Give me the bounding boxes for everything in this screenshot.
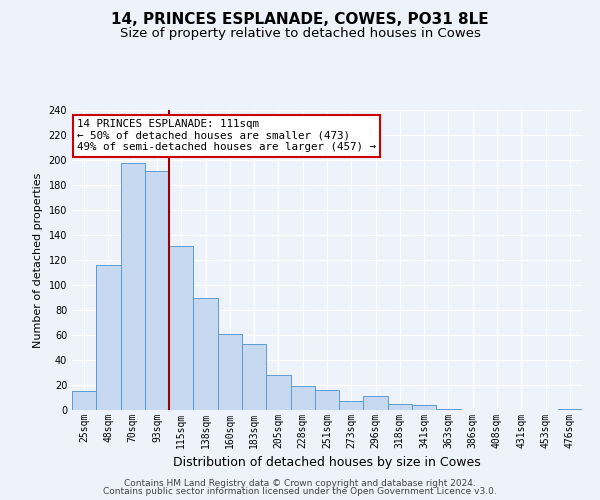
Bar bbox=[364, 396, 388, 410]
Bar bbox=[169, 246, 193, 410]
Bar bbox=[290, 386, 315, 410]
X-axis label: Distribution of detached houses by size in Cowes: Distribution of detached houses by size … bbox=[173, 456, 481, 469]
Bar bbox=[388, 404, 412, 410]
Y-axis label: Number of detached properties: Number of detached properties bbox=[33, 172, 43, 348]
Bar bbox=[558, 409, 582, 410]
Bar bbox=[121, 162, 145, 410]
Bar bbox=[436, 409, 461, 410]
Bar bbox=[72, 391, 96, 410]
Text: Contains HM Land Registry data © Crown copyright and database right 2024.: Contains HM Land Registry data © Crown c… bbox=[124, 478, 476, 488]
Text: 14, PRINCES ESPLANADE, COWES, PO31 8LE: 14, PRINCES ESPLANADE, COWES, PO31 8LE bbox=[111, 12, 489, 28]
Bar bbox=[412, 405, 436, 410]
Bar bbox=[193, 298, 218, 410]
Bar bbox=[266, 375, 290, 410]
Bar bbox=[339, 401, 364, 410]
Text: Contains public sector information licensed under the Open Government Licence v3: Contains public sector information licen… bbox=[103, 487, 497, 496]
Bar bbox=[315, 390, 339, 410]
Text: Size of property relative to detached houses in Cowes: Size of property relative to detached ho… bbox=[119, 28, 481, 40]
Bar bbox=[96, 265, 121, 410]
Text: 14 PRINCES ESPLANADE: 111sqm
← 50% of detached houses are smaller (473)
49% of s: 14 PRINCES ESPLANADE: 111sqm ← 50% of de… bbox=[77, 119, 376, 152]
Bar bbox=[218, 334, 242, 410]
Bar bbox=[145, 171, 169, 410]
Bar bbox=[242, 344, 266, 410]
